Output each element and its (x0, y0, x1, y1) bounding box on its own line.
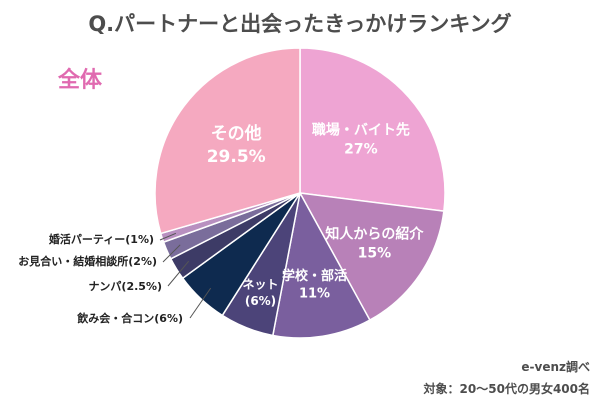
pie-slice-1 (298, 192, 445, 322)
slice-label-6: お見合い・結婚相談所(2%) (18, 254, 157, 268)
slice-label-1: 知人からの紹介 (325, 226, 424, 243)
chart-subtitle: 全体 (58, 68, 103, 93)
leader-line-5 (167, 260, 190, 287)
leader-lines (159, 232, 212, 319)
slice-labels: 職場・バイト先 27% 知人からの紹介 15% 学校・部活 11% ネット (6%) 飲み会・合… (18, 121, 424, 325)
target-note: 対象：20〜50代の男女400名 (423, 382, 590, 396)
slice-percent-3: (6%) (245, 294, 276, 308)
slice-label-3: ネット (242, 278, 278, 292)
pie-slice-2 (271, 190, 371, 339)
slice-label-8: その他 (211, 123, 262, 144)
pie-slice-8 (154, 47, 301, 235)
source-note: e-venz調べ (521, 360, 590, 374)
slice-label-4: 飲み会・合コン(6%) (76, 311, 183, 325)
pie-slices (154, 47, 446, 339)
slice-percent-1: 15% (358, 246, 392, 262)
leader-line-6 (162, 244, 181, 263)
slice-label-0: 職場・バイト先 (312, 121, 410, 138)
leader-line-4 (189, 287, 212, 319)
slice-percent-2: 11% (299, 287, 330, 302)
chart-title: Q.パートナーと出会ったきっかけランキング (88, 12, 512, 36)
pie-slice-0 (299, 47, 446, 213)
slice-label-7: 婚活パーティー(1%) (49, 232, 154, 246)
slice-label-2: 学校・部活 (282, 268, 347, 284)
leader-line-7 (159, 232, 177, 241)
slice-label-5: ナンパ(2.5%) (88, 280, 162, 293)
slice-percent-0: 27% (344, 141, 378, 157)
slice-percent-8: 29.5% (207, 147, 266, 167)
